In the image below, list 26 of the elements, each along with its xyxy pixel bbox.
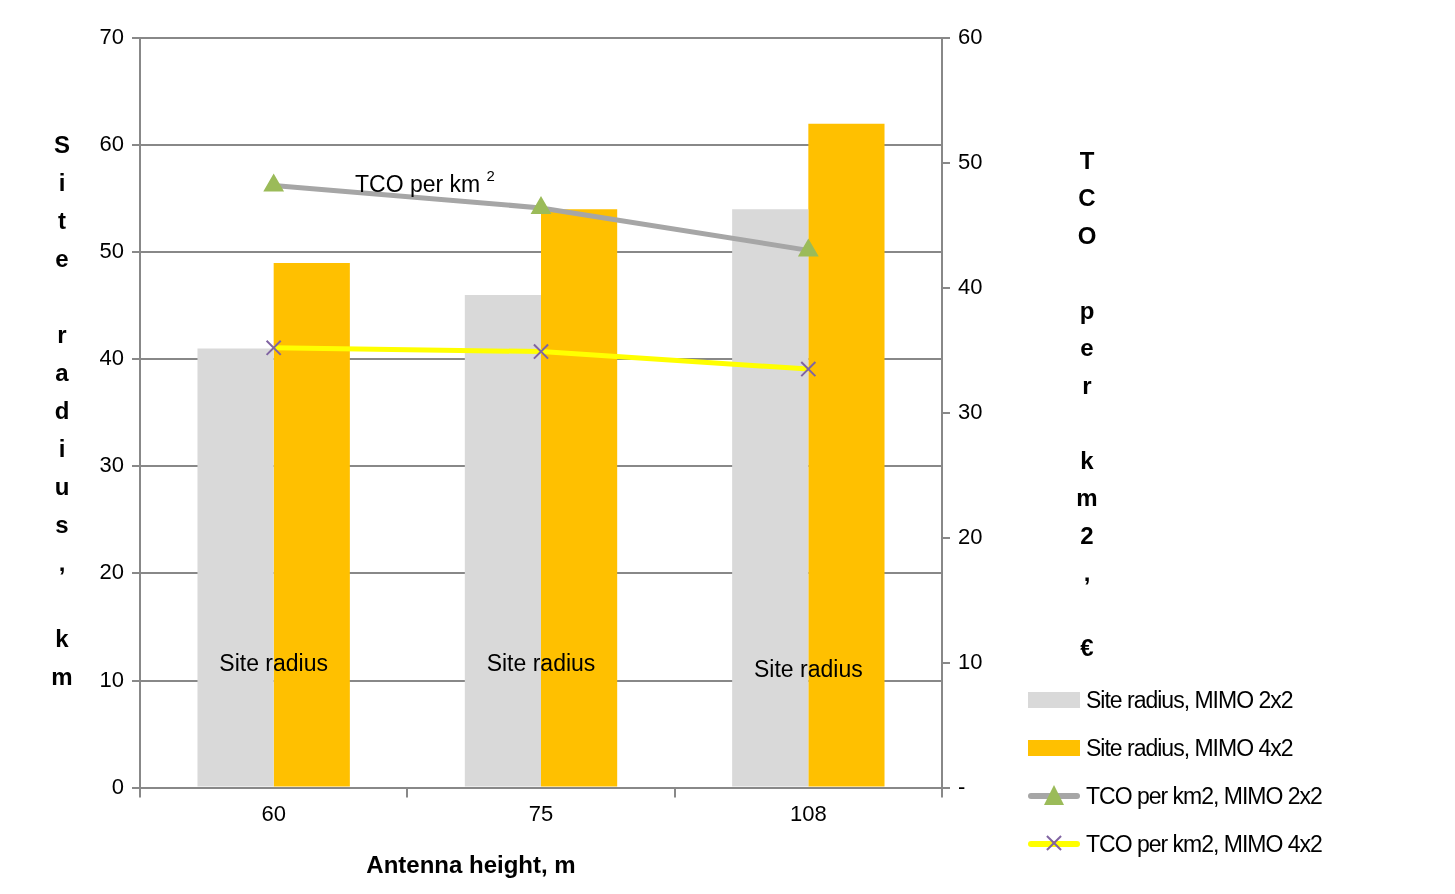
text: Site radius, km — [51, 130, 73, 690]
y2-tick-label: 50 — [958, 149, 983, 174]
text: TCO per km2, € — [1076, 146, 1098, 662]
y-tick-label: 30 — [99, 452, 124, 478]
x-tick-label: 108 — [789, 800, 827, 826]
y-tick-label: 40 — [99, 345, 124, 371]
y2-tick-label: 40 — [958, 273, 983, 299]
y2-tick-label: 10 — [958, 648, 983, 674]
y2-tick-label: 20 — [958, 523, 983, 549]
y-tick-label: 10 — [99, 666, 124, 692]
y2-tick-label: 60 — [958, 24, 983, 50]
annotation: TCO per km 2 — [355, 166, 495, 198]
y2-tick-label: 30 — [958, 398, 983, 424]
x-axis-title: Antenna height, m — [366, 850, 576, 878]
y-tick-label: 20 — [99, 559, 124, 585]
y-tick-label: 0 — [111, 773, 124, 799]
legend-label: TCO per km2, MIMO 4x2 — [1086, 830, 1322, 858]
legend-label: TCO per km2, MIMO 2x2 — [1086, 782, 1322, 810]
legend-label: Site radius, MIMO 2x2 — [1086, 686, 1293, 714]
y-tick-label: 50 — [99, 238, 124, 264]
legend-label: Site radius, MIMO 4x2 — [1086, 734, 1293, 762]
y-tick-label: 60 — [99, 131, 124, 157]
x-tick-label: 60 — [261, 800, 286, 826]
y-tick-label: 70 — [99, 24, 124, 50]
y2-tick-label: - — [958, 773, 966, 799]
x-tick-label: 75 — [528, 800, 554, 826]
